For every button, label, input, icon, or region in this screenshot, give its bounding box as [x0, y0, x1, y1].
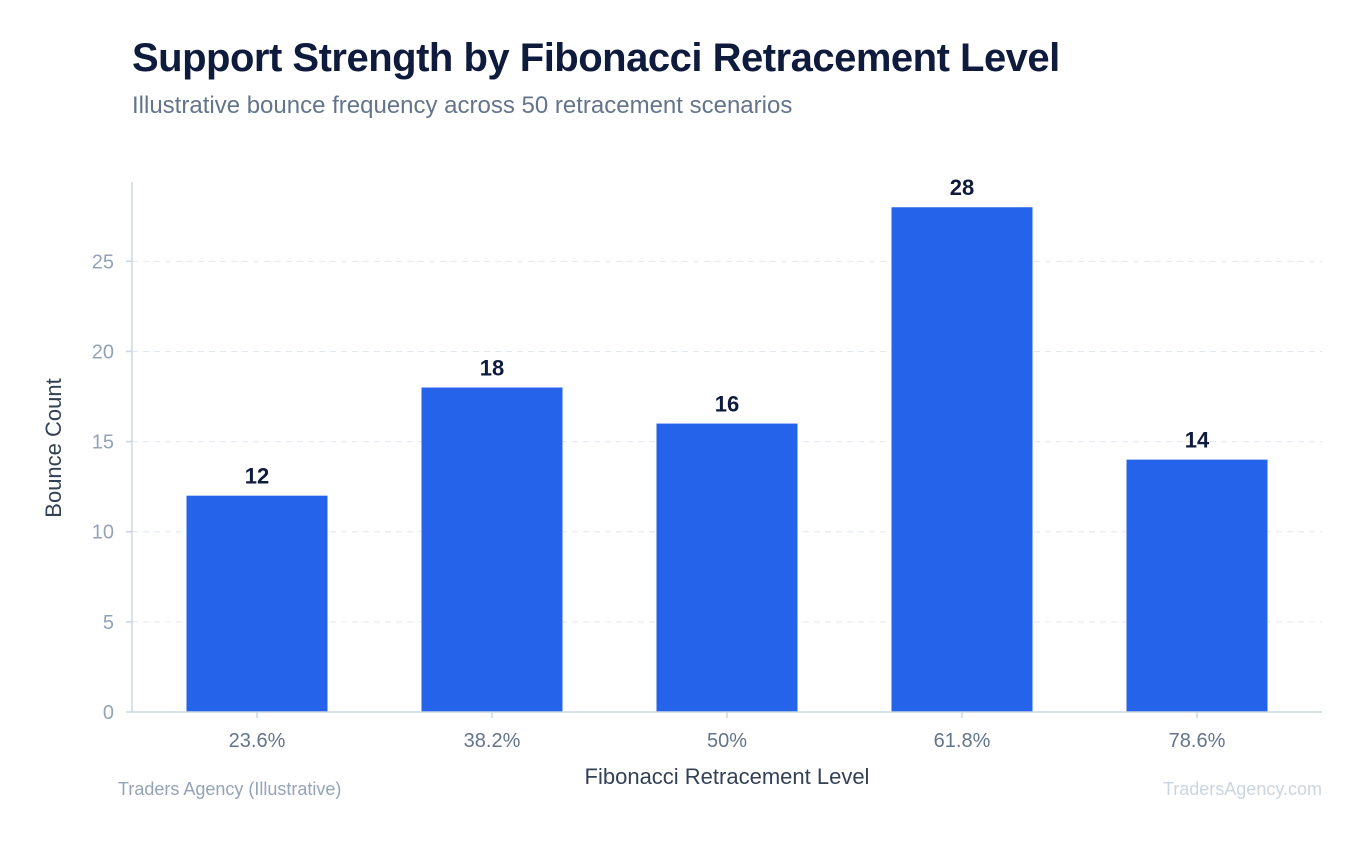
- bars: [186, 207, 1268, 712]
- x-tick-label: 61.8%: [934, 730, 991, 752]
- x-tick-label: 78.6%: [1169, 730, 1226, 752]
- y-tick-label: 0: [103, 702, 114, 724]
- chart-title: Support Strength by Fibonacci Retracemen…: [132, 36, 1060, 80]
- x-tick-label: 50%: [707, 730, 747, 752]
- chart-subtitle: Illustrative bounce frequency across 50 …: [132, 92, 793, 119]
- y-tick-label: 5: [103, 612, 114, 634]
- data-label: 28: [950, 175, 974, 200]
- y-tick-label: 10: [92, 522, 114, 544]
- data-label: 16: [715, 392, 739, 417]
- bar-61.8%: [891, 207, 1033, 712]
- data-label: 18: [480, 356, 504, 381]
- bar-50%: [656, 423, 798, 712]
- labels: 0 5 10 15 20 25 12 23.6% 18 38.2% 16 50% 28 61.8% 14 78…: [92, 175, 1226, 752]
- x-axis-title: Fibonacci Retracement Level: [585, 764, 870, 789]
- y-tick-label: 20: [92, 341, 114, 363]
- x-tick-label: 38.2%: [464, 730, 521, 752]
- x-tick-label: 23.6%: [229, 730, 286, 752]
- bar-78.6%: [1126, 459, 1268, 712]
- y-tick-label: 25: [92, 251, 114, 273]
- y-tick-label: 15: [92, 432, 114, 454]
- source-note: Traders Agency (Illustrative): [118, 779, 342, 799]
- data-label: 14: [1185, 428, 1210, 453]
- bar-23.6%: [186, 495, 328, 712]
- watermark: TradersAgency.com: [1162, 779, 1322, 799]
- bar-38.2%: [421, 387, 563, 712]
- axes: [126, 182, 1322, 718]
- y-axis-title: Bounce Count: [41, 378, 66, 517]
- data-label: 12: [245, 464, 269, 489]
